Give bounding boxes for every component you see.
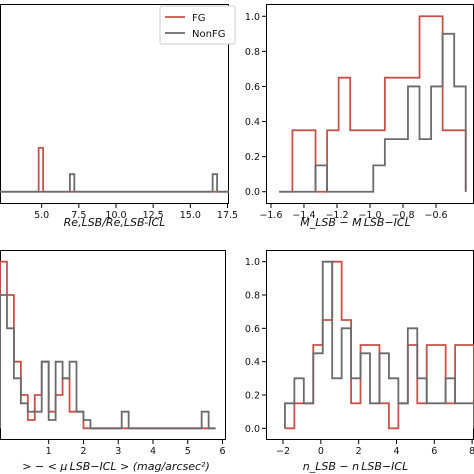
y-tick-label: 0.0 <box>245 424 260 435</box>
x-tick-label: 8 <box>469 446 474 457</box>
y-tick-label: 0.2 <box>245 152 260 163</box>
y-tick-label: 0.4 <box>245 117 260 128</box>
x-tick-label: 6 <box>219 446 225 457</box>
x-tick-label: −1.4 <box>292 210 315 221</box>
series-fg-step <box>279 15 467 193</box>
y-tick-label: 0.6 <box>245 82 260 93</box>
y-tick-label: 0.0 <box>245 187 260 198</box>
x-tick-label: 15.0 <box>180 210 201 221</box>
panel-bottom-right: −2 0 2 4 6 8 0.0 0.2 0.4 0.6 0.8 1.0 n_LSB − n LSB−I… <box>245 250 474 473</box>
x-tick-label: −0.8 <box>391 210 414 221</box>
legend: FG NonFG <box>159 5 236 45</box>
y-tick-label: 0.2 <box>245 391 260 402</box>
x-tick-label: 0 <box>318 446 324 457</box>
x-tick-label: 3 <box>115 446 121 457</box>
x-axis-label: n_LSB − n LSB−ICL <box>303 460 408 473</box>
y-tick-label: 0.8 <box>245 291 260 302</box>
x-tick-label: 5.0 <box>34 210 49 221</box>
series-nonfg-step <box>284 260 474 429</box>
series-nonfg-step <box>279 32 467 193</box>
axes-frame <box>0 4 229 204</box>
series-nonfg-step <box>0 173 229 193</box>
x-tick-label: 1 <box>46 446 52 457</box>
x-tick-label: 2 <box>356 446 362 457</box>
x-tick-label: −1.0 <box>358 210 381 221</box>
x-tick-label: 6 <box>431 446 437 457</box>
x-tick-label: 4 <box>150 446 156 457</box>
x-tick-label: 10.0 <box>105 210 126 221</box>
series-nonfg-step <box>0 294 216 430</box>
y-tick-label: 1.0 <box>245 257 260 268</box>
legend-box <box>159 5 236 45</box>
x-axis-label: M_LSB − M LSB−ICL <box>300 216 410 229</box>
x-axis-label: > − < μ LSB−ICL > (mag/arcsec²) <box>22 460 209 473</box>
panel-top-right: −1.6 −1.4 −1.2 −1.0 −0.8 −0.6 0.0 0.2 0.4 0.6 0.8 1… <box>245 4 474 229</box>
x-tick-label: 7.5 <box>71 210 86 221</box>
x-tick-label: 4 <box>393 446 399 457</box>
panel-top-left: 5.0 7.5 10.0 12.5 15.0 17.5 Re,LSB/Re,LSB-ICL <box>0 4 238 229</box>
panel-bottom-left: 1 2 3 4 5 6 > − < μ LSB−ICL > (mag/arcsec²) <box>0 250 226 473</box>
y-tick-label: 1.0 <box>245 12 260 23</box>
x-tick-label: 2 <box>80 446 86 457</box>
x-tick-label: −1.6 <box>259 210 282 221</box>
series-fg-step <box>0 146 229 193</box>
x-tick-label: 5 <box>185 446 191 457</box>
x-tick-label: −2 <box>276 446 290 457</box>
y-tick-label: 0.6 <box>245 324 260 335</box>
x-tick-label: −0.6 <box>424 210 447 221</box>
x-tick-label: 12.5 <box>143 210 164 221</box>
series-fg-step <box>0 260 216 430</box>
legend-nonfg-label: NonFG <box>192 29 225 40</box>
x-tick-label: 17.5 <box>217 210 238 221</box>
legend-fg-label: FG <box>192 13 206 24</box>
y-tick-label: 0.8 <box>245 47 260 58</box>
y-tick-label: 0.4 <box>245 357 260 368</box>
x-tick-label: −1.2 <box>325 210 348 221</box>
x-axis-label: Re,LSB/Re,LSB-ICL <box>64 216 166 229</box>
